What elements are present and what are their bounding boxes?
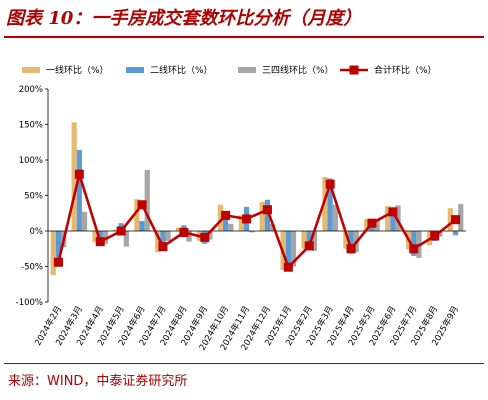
bar-s2-9 — [223, 218, 229, 231]
bar-s1-1 — [50, 231, 56, 276]
total-marker-9 — [221, 210, 231, 220]
legend-swatch-2 — [126, 67, 144, 73]
title-divider — [4, 36, 484, 38]
bar-s3-10 — [249, 231, 255, 233]
bar-s1-3 — [92, 231, 98, 243]
total-marker-16 — [367, 218, 377, 228]
total-marker-2 — [74, 169, 84, 179]
bar-s1-16 — [364, 218, 370, 231]
bar-s1-13 — [301, 231, 307, 249]
total-marker-20 — [451, 215, 461, 225]
bar-s3-13 — [311, 231, 318, 251]
bar-s2-5 — [139, 221, 145, 231]
source-note: 来源：WIND，中泰证券研究所 — [8, 374, 188, 389]
y-tick-label: -100% — [16, 298, 43, 308]
bar-s3-16 — [374, 220, 380, 231]
bar-s1-5 — [134, 199, 140, 231]
total-marker-13 — [304, 241, 314, 251]
total-marker-4 — [116, 226, 126, 236]
total-marker-3 — [95, 237, 105, 247]
bar-s1-11 — [259, 201, 265, 231]
legend-swatch-3 — [238, 67, 256, 73]
bar-s1-14 — [322, 177, 328, 231]
bar-s2-14 — [327, 178, 333, 231]
total-marker-5 — [137, 200, 147, 210]
bar-s3-19 — [437, 231, 443, 237]
bar-s2-18 — [411, 231, 417, 256]
bar-s2-11 — [264, 199, 271, 231]
bar-s3-7 — [186, 231, 192, 242]
total-marker-18 — [409, 244, 419, 254]
bar-s2-13 — [306, 231, 312, 246]
bar-s2-17 — [390, 208, 396, 231]
legend-label-1: 一线环比（%） — [46, 64, 109, 76]
bar-s2-15 — [348, 231, 354, 254]
bar-s3-9 — [228, 223, 234, 231]
bar-s3-17 — [395, 205, 401, 231]
y-tick-label: 200% — [19, 85, 43, 95]
bar-s2-6 — [160, 231, 166, 247]
bar-s3-3 — [102, 231, 109, 244]
legend-label-3: 三四线环比（%） — [262, 64, 334, 76]
total-marker-6 — [158, 242, 168, 252]
bar-s1-10 — [238, 215, 244, 231]
bar-s1-17 — [385, 206, 391, 231]
bar-s2-20 — [452, 231, 459, 236]
bar-s1-7 — [176, 227, 182, 231]
total-marker-8 — [200, 232, 210, 242]
bar-s2-16 — [369, 226, 375, 231]
bar-s3-12 — [290, 231, 297, 267]
bar-s1-15 — [343, 231, 349, 249]
total-marker-19 — [430, 231, 440, 241]
bar-s1-2 — [71, 122, 77, 231]
y-tick-label: 50% — [24, 192, 43, 202]
legend: 一线环比（%） 二线环比（%） 三四线环比（%） 合计环比（%） — [22, 64, 437, 76]
bar-s1-20 — [447, 208, 453, 231]
bar-s3-14 — [332, 204, 338, 231]
y-tick-label: -50% — [21, 263, 43, 273]
total-marker-10 — [242, 214, 252, 224]
chart-title: 图表 10：一手房成交套数环比分析（月度） — [6, 8, 362, 29]
bar-s3-5 — [144, 169, 150, 231]
total-marker-7 — [179, 227, 189, 237]
bar-series-group — [50, 122, 464, 276]
legend-marker-swatch — [349, 65, 359, 75]
legend-label-4: 合计环比（%） — [374, 64, 437, 76]
legend-label-2: 二线环比（%） — [150, 64, 213, 76]
bar-s3-20 — [458, 204, 464, 231]
bar-s1-9 — [217, 204, 224, 231]
bar-s3-2 — [81, 211, 88, 231]
bar-s2-1 — [55, 231, 62, 266]
y-tick-label: 0% — [30, 227, 44, 237]
total-line-series — [53, 169, 461, 272]
legend-swatch-1 — [22, 67, 40, 73]
bar-s2-12 — [285, 231, 291, 271]
bar-s1-4 — [113, 229, 119, 231]
combo-chart: 一线环比（%） 二线环比（%） 三四线环比（%） 合计环比（%） -100% -50% 0… — [16, 64, 466, 352]
total-marker-12 — [283, 262, 293, 272]
total-marker-14 — [325, 179, 335, 189]
total-marker-1 — [53, 257, 63, 267]
footer-divider — [4, 363, 484, 364]
total-marker-17 — [388, 207, 398, 217]
y-tick-label: 150% — [19, 121, 43, 131]
y-tick-label: 100% — [19, 156, 43, 166]
bar-s2-2 — [76, 150, 82, 231]
bar-s3-8 — [207, 231, 213, 240]
total-marker-15 — [346, 244, 356, 254]
total-marker-11 — [262, 205, 272, 215]
bar-s3-6 — [165, 231, 171, 241]
bar-s1-6 — [155, 231, 161, 253]
bar-s3-4 — [123, 231, 129, 247]
